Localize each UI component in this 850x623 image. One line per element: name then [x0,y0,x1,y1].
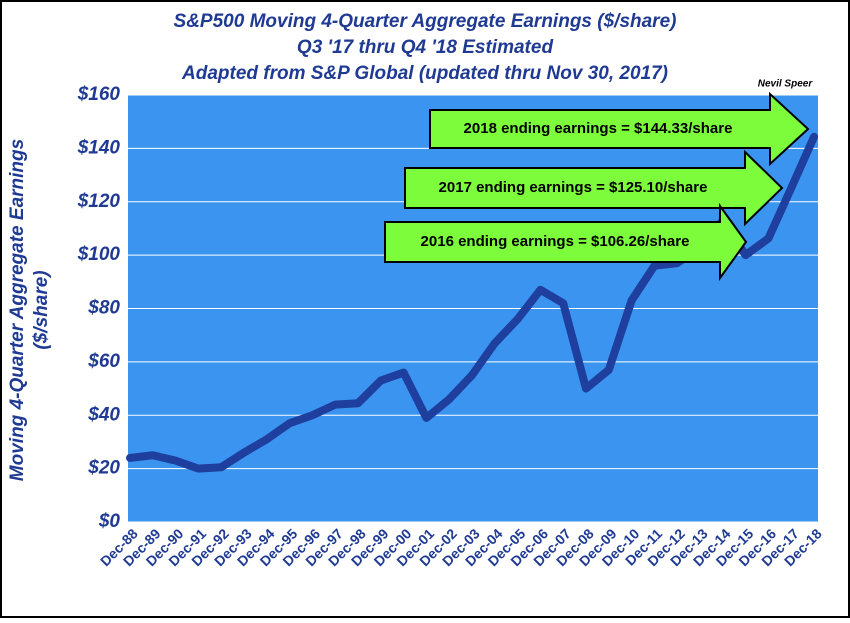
annotation: 2016 ending earnings = $106.26/share [421,233,690,250]
y-tick-label: $0 [98,511,121,532]
y-axis-label: Moving 4-Quarter Aggregate Earnings [7,139,28,481]
y-tick-label: $40 [87,404,120,425]
annotation: 2018 ending earnings = $144.33/share [464,120,733,137]
arrow [429,91,810,167]
y-tick-label: $60 [87,351,120,372]
y-tick-label: $140 [77,137,121,158]
y-tick-label: $100 [77,244,121,265]
y-tick-label: $20 [87,458,120,479]
annotation: 2017 ending earnings = $125.10/share [439,179,708,196]
chart-title: S&P500 Moving 4-Quarter Aggregate Earnin… [174,11,677,32]
y-axis-label: ($/share) [31,270,52,349]
author: Nevil Speer [758,79,814,90]
chart-subtitle: Q3 '17 thru Q4 '18 Estimated [297,37,554,58]
arrow [404,149,784,227]
chart-subtitle: Adapted from S&P Global (updated thru No… [181,63,668,84]
y-tick-label: $80 [87,298,120,319]
arrow [384,202,748,282]
y-tick-label: $160 [77,84,121,105]
y-tick-label: $120 [77,191,121,212]
